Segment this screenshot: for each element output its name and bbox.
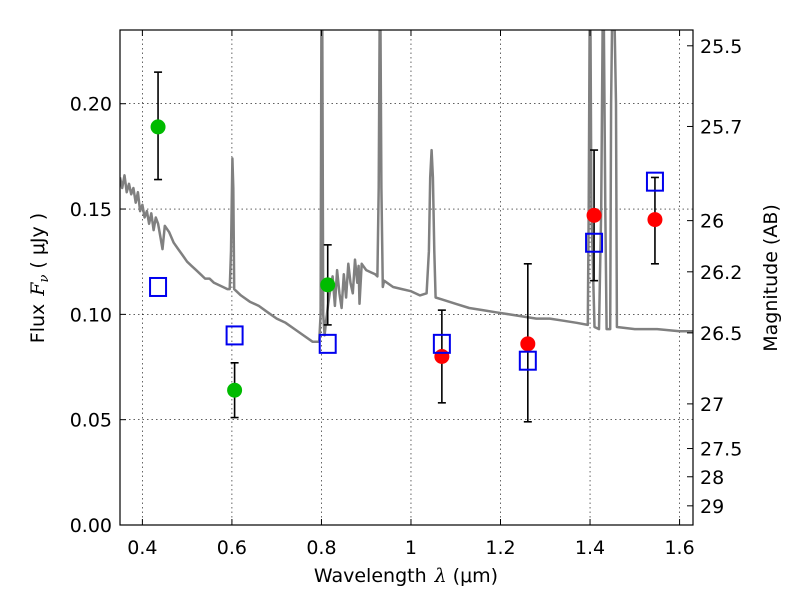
spectrum-layer <box>120 30 693 343</box>
x-tick-label: 0.8 <box>306 537 336 559</box>
x-tick-label: 1.4 <box>575 537 605 559</box>
red-data-point <box>586 207 602 223</box>
y2-tick-label: 28 <box>700 467 724 489</box>
red-data-point <box>434 348 450 364</box>
y-tick-label: 0.10 <box>70 304 112 326</box>
plot-frame <box>119 29 694 526</box>
x-axis-label: Wavelength λ (μm) <box>314 565 498 587</box>
y-tick-label: 0.20 <box>70 94 112 116</box>
y2-tick-label: 26.5 <box>700 323 742 345</box>
plot-area <box>120 30 693 525</box>
y-axis-label-symbol: F <box>27 282 49 297</box>
model-photometry-square <box>318 333 337 354</box>
y2-tick-label: 26.2 <box>700 262 742 284</box>
green-data-point <box>150 119 166 135</box>
model-photometry-square <box>432 333 451 354</box>
y2-tick-label: 25.7 <box>700 116 742 138</box>
model-photometry-square <box>149 276 168 297</box>
model-photometry-square <box>585 232 604 253</box>
marker-layer <box>149 71 664 423</box>
y-tick-label: 0.15 <box>70 199 112 221</box>
y2-tick-label: 27 <box>700 394 724 416</box>
model-photometry-square <box>518 350 537 371</box>
x-axis-label-unit: (μm) <box>453 565 498 587</box>
y-axis-label-subscript: ν <box>37 275 52 283</box>
y2-tick-label: 26 <box>700 211 724 233</box>
x-tick-label: 1.6 <box>664 537 694 559</box>
y-tick-label: 0.05 <box>70 410 112 432</box>
green-data-point <box>320 277 336 293</box>
x-tick-label: 0.4 <box>127 537 157 559</box>
red-data-point <box>647 212 663 228</box>
y-axis-label-unit: ( μJy ) <box>27 213 49 269</box>
y-axis-label: Flux Fν ( μJy ) <box>27 213 52 343</box>
x-tick-label: 1.2 <box>485 537 515 559</box>
green-data-point <box>227 382 243 398</box>
spectrum-line <box>120 30 693 343</box>
y2-tick-label: 27.5 <box>700 439 742 461</box>
y-tick-label: 0.00 <box>70 515 112 537</box>
model-photometry-square <box>645 171 664 192</box>
x-tick-label: 0.6 <box>217 537 247 559</box>
ticks: 0.4 0.6 0.8 1 1.2 1.4 1.6 0.00 0.05 0.10 0.15 0.20 2… <box>70 30 742 559</box>
y-axis-label-text: Flux <box>27 304 49 344</box>
x-axis-label-text: Wavelength <box>314 565 427 587</box>
y2-tick-label: 25.5 <box>700 36 742 58</box>
x-axis-label-symbol: λ <box>434 565 447 587</box>
red-data-point <box>520 336 536 352</box>
y2-tick-label: 29 <box>700 496 724 518</box>
y2-axis-label: Magnitude (AB) <box>760 204 782 352</box>
model-photometry-square <box>225 325 244 346</box>
x-tick-label: 1 <box>405 537 417 559</box>
